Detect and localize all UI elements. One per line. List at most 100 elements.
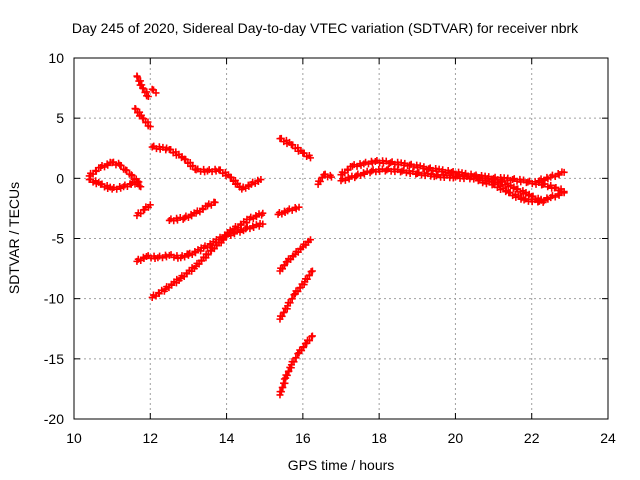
data-point	[280, 309, 288, 317]
data-point	[183, 270, 191, 278]
data-series-arc-5	[131, 105, 154, 131]
chart-title: Day 245 of 2020, Sidereal Day-to-day VTE…	[72, 20, 579, 36]
data-point	[316, 177, 324, 185]
data-point	[290, 358, 298, 366]
data-series-arc-11	[165, 198, 219, 225]
x-tick-label: 10	[66, 430, 82, 446]
data-point	[287, 364, 295, 372]
data-point	[305, 272, 313, 280]
data-point	[133, 73, 141, 81]
x-tick-label: 22	[524, 430, 540, 446]
data-series-arc-10	[148, 142, 265, 193]
data-series-arc-7	[133, 250, 192, 265]
data-point	[120, 165, 128, 173]
data-point	[140, 255, 148, 263]
data-point	[283, 371, 291, 379]
data-point	[160, 287, 168, 295]
data-point	[212, 236, 220, 244]
data-series-arc-12	[276, 134, 314, 162]
data-point	[117, 184, 125, 192]
data-point	[278, 384, 286, 392]
data-point	[254, 177, 262, 185]
x-tick-label: 24	[600, 430, 616, 446]
data-point	[297, 245, 305, 253]
data-point	[290, 291, 298, 299]
data-series-arc-4	[148, 85, 160, 97]
data-point	[544, 195, 552, 203]
data-point	[197, 244, 205, 252]
data-point	[495, 179, 503, 187]
data-point	[307, 268, 315, 276]
data-point	[190, 265, 198, 273]
data-point	[132, 105, 140, 113]
data-point	[360, 169, 368, 177]
data-point	[256, 219, 264, 227]
data-point	[280, 262, 288, 270]
data-point	[281, 209, 289, 217]
data-series-arc-14	[276, 236, 314, 275]
y-tick-label: -15	[44, 351, 64, 367]
data-point	[243, 215, 251, 223]
y-tick-label: -5	[52, 231, 65, 247]
data-point	[383, 166, 391, 174]
data-point	[347, 163, 355, 171]
y-tick-label: 5	[56, 110, 64, 126]
data-point	[134, 177, 142, 185]
data-series-arc-2	[85, 175, 143, 193]
data-point	[278, 312, 286, 320]
data-point	[117, 162, 125, 170]
data-point	[326, 171, 334, 179]
data-point	[286, 299, 294, 307]
data-points	[85, 72, 568, 399]
axis-ticks: 10 12 14 16 18 20 22 24 -20 -15 -10 -5 0 5 10	[44, 50, 616, 446]
data-series-arc-9	[184, 209, 267, 259]
data-point	[162, 253, 170, 261]
data-point	[137, 210, 145, 218]
data-point	[174, 254, 182, 262]
data-point	[306, 337, 314, 345]
data-point	[300, 343, 308, 351]
data-point	[175, 276, 183, 284]
data-point	[368, 159, 376, 167]
data-point	[148, 143, 156, 151]
data-point	[558, 168, 566, 176]
y-tick-label: 0	[56, 170, 64, 186]
data-point	[554, 170, 562, 178]
data-point	[387, 159, 395, 167]
data-point	[280, 375, 288, 383]
data-point	[151, 255, 159, 263]
data-point	[123, 166, 131, 174]
data-point	[204, 251, 212, 259]
data-point	[543, 194, 551, 202]
data-point	[182, 155, 190, 163]
data-point	[144, 122, 152, 130]
data-point	[510, 183, 518, 191]
data-point	[189, 162, 197, 170]
data-series-arc-3	[133, 72, 152, 101]
data-point	[245, 182, 253, 190]
data-point	[201, 168, 209, 176]
data-point	[305, 151, 313, 159]
data-point	[291, 203, 299, 211]
data-point	[292, 354, 300, 362]
data-series-arc-17	[314, 170, 335, 188]
data-point	[296, 284, 304, 292]
data-series-arc-8	[148, 219, 267, 301]
data-point	[294, 350, 302, 358]
y-axis-label: SDTVAR / TECUs	[6, 182, 22, 294]
data-point	[140, 115, 148, 123]
data-series-arc-21	[535, 168, 568, 185]
data-point	[289, 141, 297, 149]
data-point	[423, 165, 431, 173]
data-series-arc-15	[276, 267, 316, 323]
x-tick-label: 16	[295, 430, 311, 446]
data-point	[449, 174, 457, 182]
data-point	[212, 167, 220, 175]
data-point	[292, 205, 300, 213]
data-point	[258, 211, 266, 219]
x-tick-label: 20	[448, 430, 464, 446]
data-point	[344, 166, 352, 174]
data-point	[289, 253, 297, 261]
data-point	[198, 257, 206, 265]
